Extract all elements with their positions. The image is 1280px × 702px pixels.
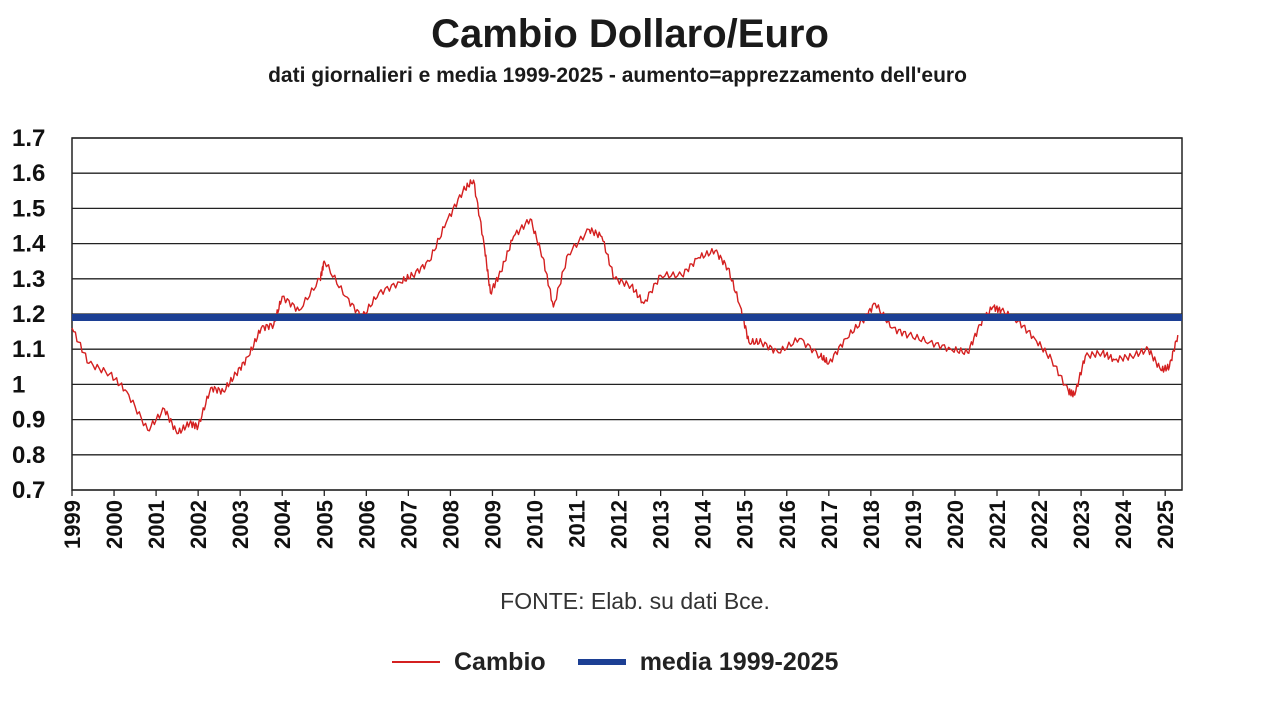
x-tick-label: 2022 (1027, 500, 1052, 549)
legend-swatch-cambio (392, 661, 440, 663)
y-tick-label: 1.3 (12, 266, 45, 293)
y-tick-label: 1.5 (12, 195, 45, 222)
legend-label-cambio: Cambio (454, 647, 546, 676)
x-tick-label: 2001 (144, 500, 169, 549)
x-tick-label: 2025 (1153, 500, 1178, 549)
x-tick-label: 2016 (775, 500, 800, 549)
y-tick-label: 1.4 (12, 231, 46, 258)
y-tick-label: 1.2 (12, 301, 45, 328)
y-tick-label: 1.6 (12, 160, 45, 187)
x-tick-label: 2010 (523, 500, 548, 549)
x-tick-label: 2019 (901, 500, 926, 549)
x-tick-label: 2000 (102, 500, 127, 549)
source-note: FONTE: Elab. su dati Bce. (500, 588, 770, 614)
x-tick-label: 2009 (480, 500, 505, 549)
y-tick-label: 0.8 (12, 442, 45, 469)
x-tick-label: 2020 (943, 500, 968, 549)
x-tick-label: 2012 (607, 500, 632, 549)
x-tick-label: 2011 (565, 500, 590, 548)
x-tick-label: 2023 (1069, 500, 1094, 549)
x-tick-label: 2004 (270, 499, 295, 549)
x-tick-label: 2021 (985, 500, 1010, 549)
chart-subtitle: dati giornalieri e media 1999-2025 - aum… (268, 64, 967, 87)
x-tick-label: 2014 (691, 499, 716, 549)
y-tick-label: 1 (12, 371, 25, 398)
chart-title: Cambio Dollaro/Euro (431, 12, 829, 56)
x-tick-label: 2002 (186, 500, 211, 549)
y-tick-label: 1.7 (12, 125, 45, 152)
x-tick-label: 2017 (817, 500, 842, 549)
x-tick-label: 2007 (396, 500, 421, 549)
y-tick-label: 0.7 (12, 477, 45, 504)
x-tick-label: 2003 (228, 500, 253, 549)
x-tick-label: 2018 (859, 500, 884, 549)
legend: Cambio media 1999-2025 (392, 645, 838, 679)
x-tick-label: 2024 (1111, 499, 1136, 549)
y-tick-label: 0.9 (12, 407, 45, 434)
y-tick-label: 1.1 (12, 336, 45, 363)
legend-label-media: media 1999-2025 (639, 647, 839, 676)
x-tick-label: 2015 (733, 500, 758, 549)
legend-swatch-media (577, 659, 626, 665)
x-tick-label: 2008 (438, 500, 463, 549)
x-tick-label: 2013 (649, 500, 674, 549)
x-tick-label: 2006 (354, 500, 379, 549)
x-tick-label: 1999 (60, 500, 85, 549)
x-tick-label: 2005 (312, 500, 337, 549)
